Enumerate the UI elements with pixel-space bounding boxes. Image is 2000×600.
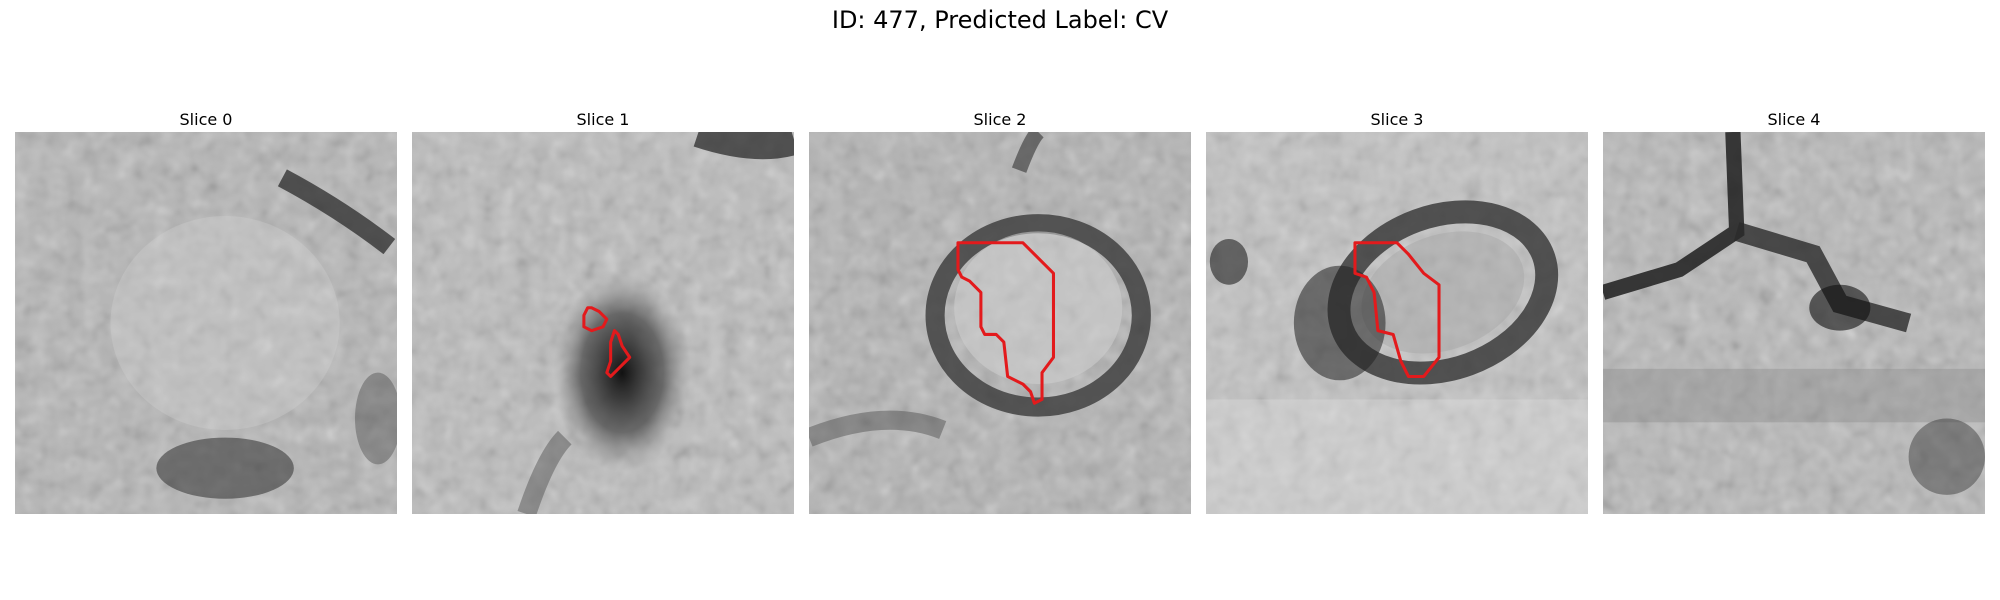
panel-slice-0: Slice 0 [15,108,397,514]
slice-image-svg [1603,132,1985,514]
slice-image-svg [1206,132,1588,514]
panel-slice-2: Slice 2 [809,108,1191,514]
panel-slice-3: Slice 3 [1206,108,1588,514]
slice-image [1603,132,1985,514]
segmentation-outline [956,241,1056,405]
slice-image [412,132,794,514]
figure-title: ID: 477, Predicted Label: CV [831,6,1169,34]
panel-slice-4: Slice 4 [1603,108,1985,514]
panel-title: Slice 0 [179,110,233,129]
panel-title: Slice 3 [1370,110,1424,129]
panel-slice-1: Slice 1 [412,108,794,514]
slice-image-svg [809,132,1191,514]
panel-title: Slice 4 [1767,110,1821,129]
slice-image [1206,132,1588,514]
slice-image [809,132,1191,514]
segmentation-outline [1353,241,1441,379]
slice-image [15,132,397,514]
segmentation-outline [582,306,632,379]
slice-image-svg [15,132,397,514]
panel-title: Slice 1 [576,110,630,129]
panel-title: Slice 2 [973,110,1027,129]
slice-image-svg [412,132,794,514]
